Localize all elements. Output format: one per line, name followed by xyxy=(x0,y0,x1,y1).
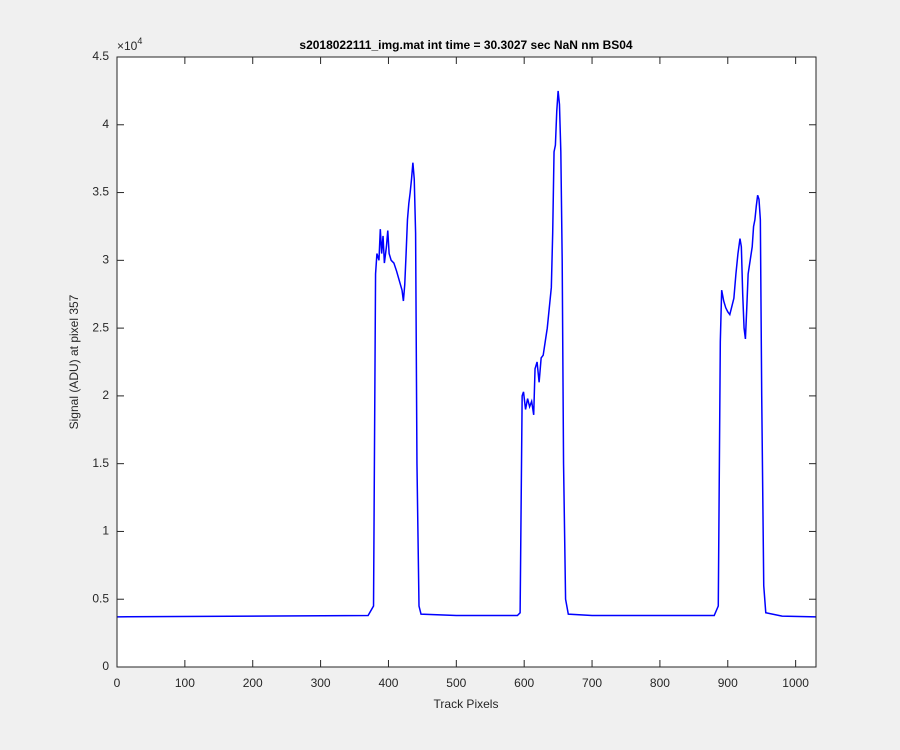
y-multiplier-base: ×10 xyxy=(117,39,138,53)
y-tick-label: 2.5 xyxy=(92,320,109,334)
y-axis-label: Signal (ADU) at pixel 357 xyxy=(67,294,81,429)
x-tick-label: 0 xyxy=(114,676,121,690)
y-multiplier-power: 4 xyxy=(137,36,142,46)
y-tick-label: 2 xyxy=(102,388,109,402)
y-tick-label: 4.5 xyxy=(92,49,109,63)
x-tick-label: 900 xyxy=(718,676,738,690)
axes-background xyxy=(117,57,816,667)
x-tick-label: 1000 xyxy=(782,676,809,690)
x-tick-label: 200 xyxy=(243,676,263,690)
y-tick-label: 3.5 xyxy=(92,185,109,199)
chart-title: s2018022111_img.mat int time = 30.3027 s… xyxy=(299,38,633,52)
x-tick-label: 100 xyxy=(175,676,195,690)
x-tick-label: 700 xyxy=(582,676,602,690)
data-line xyxy=(116,90,817,618)
x-tick-label: 500 xyxy=(446,676,466,690)
y-tick-label: 1 xyxy=(102,524,109,538)
axes-box xyxy=(116,56,817,668)
y-multiplier: ×104 xyxy=(117,36,142,53)
x-tick-label: 300 xyxy=(311,676,331,690)
x-tick-label: 800 xyxy=(650,676,670,690)
y-tick-label: 4 xyxy=(102,117,109,131)
y-tick-label: 3 xyxy=(102,253,109,267)
y-tick-label: 0 xyxy=(102,659,109,673)
y-tick-label: 1.5 xyxy=(92,456,109,470)
x-axis-label: Track Pixels xyxy=(434,697,499,711)
x-tick-label: 600 xyxy=(514,676,534,690)
y-tick-label: 0.5 xyxy=(92,591,109,605)
x-tick-label: 400 xyxy=(378,676,398,690)
